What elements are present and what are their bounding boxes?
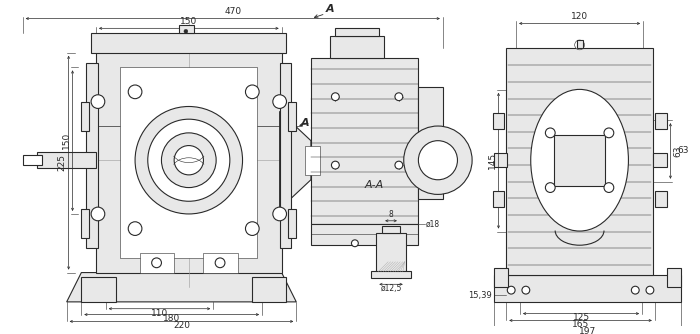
Bar — [554, 135, 605, 186]
Bar — [653, 153, 666, 167]
Bar — [91, 33, 286, 53]
Circle shape — [128, 222, 142, 235]
Circle shape — [395, 93, 402, 101]
Text: 63: 63 — [673, 145, 682, 157]
Bar — [311, 58, 419, 224]
Bar — [335, 28, 379, 36]
Bar — [494, 275, 681, 302]
Circle shape — [404, 126, 472, 194]
Bar — [666, 268, 681, 287]
Bar — [288, 209, 296, 238]
Circle shape — [351, 240, 358, 247]
Bar — [81, 102, 89, 131]
Circle shape — [604, 128, 614, 138]
Bar — [311, 224, 419, 245]
Bar — [288, 102, 296, 131]
Bar — [252, 278, 286, 302]
Bar — [96, 48, 281, 273]
Circle shape — [331, 93, 340, 101]
Bar — [81, 209, 89, 238]
Bar — [654, 113, 666, 129]
Bar — [280, 62, 291, 248]
Text: 225: 225 — [57, 154, 66, 171]
Circle shape — [128, 85, 142, 99]
Text: 220: 220 — [173, 321, 190, 330]
Bar — [493, 113, 505, 129]
Bar — [382, 226, 400, 233]
Circle shape — [604, 183, 614, 192]
Circle shape — [508, 286, 515, 294]
Bar — [493, 191, 505, 207]
Bar — [37, 152, 96, 168]
Bar — [140, 253, 174, 273]
Text: 165: 165 — [572, 320, 589, 329]
Polygon shape — [280, 111, 311, 209]
Bar — [494, 153, 508, 167]
Text: 63: 63 — [678, 146, 689, 155]
Bar — [577, 40, 582, 48]
Circle shape — [174, 146, 204, 175]
Circle shape — [148, 119, 230, 201]
Bar — [419, 87, 443, 199]
Bar — [330, 36, 384, 58]
Text: 8: 8 — [389, 210, 393, 219]
Text: 110: 110 — [151, 309, 168, 318]
Circle shape — [91, 207, 105, 221]
Circle shape — [395, 161, 402, 169]
Bar — [22, 155, 42, 165]
Circle shape — [273, 207, 286, 221]
Circle shape — [91, 95, 105, 109]
Circle shape — [135, 107, 242, 214]
Circle shape — [631, 286, 639, 294]
Bar — [377, 233, 406, 273]
Text: A: A — [301, 118, 310, 128]
Text: 150: 150 — [62, 132, 71, 149]
Circle shape — [575, 40, 584, 50]
Circle shape — [246, 85, 259, 99]
Circle shape — [246, 222, 259, 235]
Text: 15,39: 15,39 — [468, 291, 491, 300]
Circle shape — [419, 141, 458, 180]
Text: 150: 150 — [180, 17, 197, 26]
Bar — [179, 25, 194, 33]
Circle shape — [646, 286, 654, 294]
Bar — [372, 271, 411, 279]
Bar — [506, 48, 653, 275]
Text: 180: 180 — [163, 314, 181, 323]
Bar — [120, 67, 257, 258]
Text: 120: 120 — [571, 12, 588, 21]
Text: A-A: A-A — [365, 180, 384, 189]
Bar — [494, 268, 508, 287]
Bar — [204, 253, 238, 273]
Circle shape — [545, 183, 555, 192]
Text: 145: 145 — [487, 152, 496, 169]
Bar — [86, 62, 98, 248]
Polygon shape — [66, 273, 296, 302]
Text: ø18: ø18 — [426, 219, 440, 228]
Ellipse shape — [531, 90, 629, 231]
Bar — [654, 191, 666, 207]
Text: 197: 197 — [579, 327, 596, 334]
Circle shape — [331, 161, 340, 169]
Circle shape — [152, 258, 162, 268]
Text: ø12,5: ø12,5 — [380, 284, 402, 293]
Circle shape — [162, 133, 216, 188]
Text: 125: 125 — [573, 313, 589, 322]
Text: 470: 470 — [224, 7, 241, 16]
Circle shape — [273, 95, 286, 109]
Circle shape — [184, 29, 188, 33]
Bar — [305, 146, 320, 175]
Text: A: A — [326, 4, 335, 14]
Circle shape — [545, 128, 555, 138]
Circle shape — [215, 258, 225, 268]
Bar — [81, 278, 116, 302]
Circle shape — [522, 286, 530, 294]
